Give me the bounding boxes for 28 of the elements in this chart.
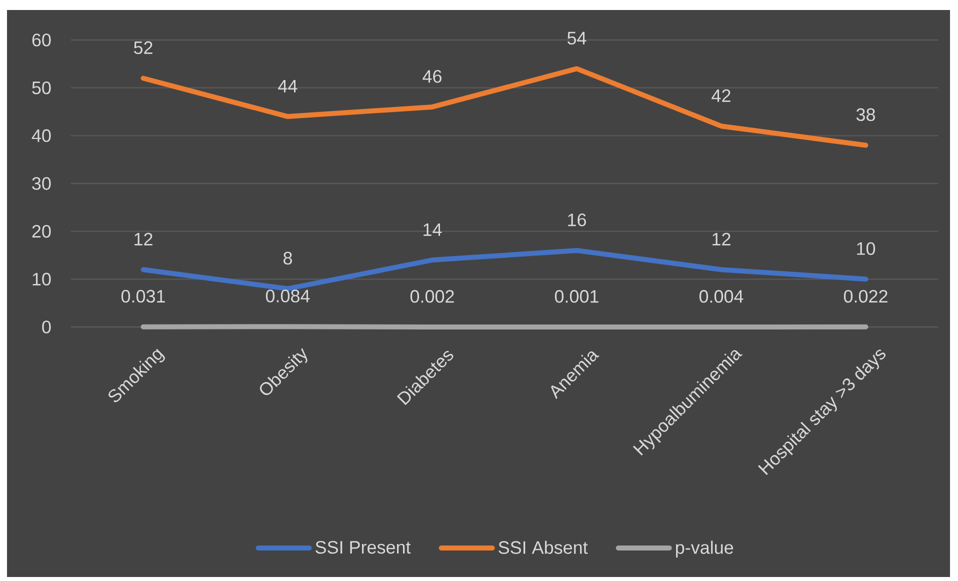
- data-label: 10: [857, 242, 876, 255]
- y-tick-label: 30: [32, 177, 51, 190]
- legend-label: SSI Absent: [498, 540, 588, 554]
- y-tick-label: 60: [32, 34, 51, 46]
- data-label: 12: [712, 232, 730, 246]
- y-tick-label: 50: [32, 81, 51, 94]
- data-label: 0.004: [699, 290, 744, 303]
- data-label: 0.002: [410, 290, 454, 303]
- data-label: 0.031: [121, 290, 165, 303]
- data-label: 12: [134, 232, 152, 246]
- data-label: 54: [567, 32, 586, 44]
- data-label: 0.022: [844, 290, 888, 303]
- legend-label: p-value: [676, 540, 734, 558]
- data-label: 42: [712, 89, 730, 102]
- data-label: 16: [568, 214, 586, 226]
- data-label: 8: [284, 252, 292, 265]
- data-label: 46: [422, 70, 442, 83]
- y-tick-label: 10: [32, 272, 51, 286]
- y-tick-label: 20: [32, 224, 51, 238]
- data-label: 0.084: [266, 290, 310, 302]
- data-label: 0.001: [554, 290, 598, 303]
- y-tick-label: 0: [42, 320, 51, 334]
- data-label: 52: [134, 41, 152, 54]
- data-label: 38: [856, 108, 875, 122]
- y-tick-label: 40: [32, 129, 51, 142]
- legend-label: SSI Present: [316, 540, 411, 554]
- data-label: 14: [424, 223, 442, 236]
- data-label: 44: [278, 80, 298, 92]
